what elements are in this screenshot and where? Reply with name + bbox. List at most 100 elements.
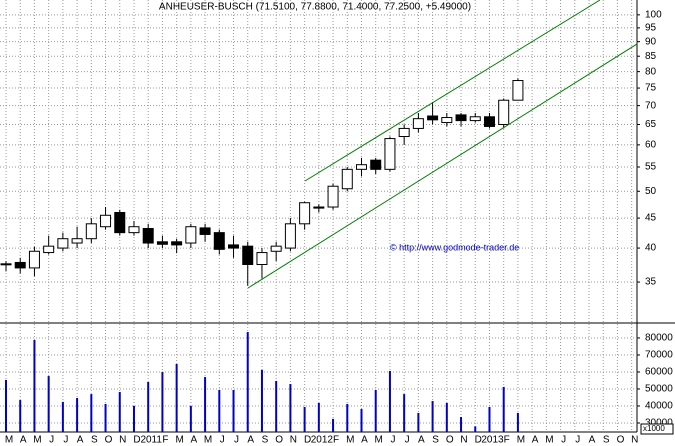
x-tick-label: A [532,435,539,446]
volume-bar [5,379,7,432]
candle-body [228,244,240,249]
candle-body [114,211,126,234]
watermark: © http://www.godmode-trader.de [390,242,519,252]
y-tick-label: 85 [645,51,657,62]
volume-bar [388,370,391,432]
x-tick-label: M [175,435,183,446]
volume-bar [104,403,107,432]
candle-body [469,116,481,122]
x-tick-label: A [77,435,84,446]
candle-body [43,245,55,254]
x-tick-label: J [220,435,225,446]
y-tick-label: 50 [645,186,657,197]
x-tick-label: D [475,435,482,446]
x-tick-label: 2013 [481,435,504,446]
volume-bar [445,402,448,432]
candle-body [299,202,311,225]
x-tick-label: 2011 [140,435,162,446]
candle-body [441,117,453,124]
volume-bar [417,412,420,432]
candle-body [284,223,296,249]
x-tick-label: J [63,435,68,446]
x-tick-label: S [603,435,610,446]
candle-body [14,261,26,269]
x-tick-label: S [432,435,439,446]
x-tick-label: O [105,435,113,446]
channel-line [247,43,638,289]
volume-bar [132,405,135,432]
x-tick-label: O [617,435,625,446]
x-tick-label: J [575,435,580,446]
volume-bar [332,418,335,432]
y-tick-label: 70 [645,100,657,111]
x-tick-label: M [5,435,13,446]
x-tick-label: N [119,435,126,446]
y-tick-label: 55 [645,162,657,173]
x-tick-label: S [262,435,269,446]
x-tick-label: N [460,435,467,446]
volume-bar [175,363,178,432]
y-tick-label: 80000 [645,333,673,344]
candle-body [199,227,211,235]
y-tick-label: 90 [645,36,657,47]
candle-body [483,116,495,127]
volume-bar [360,409,363,432]
x-tick-label: J [234,435,239,446]
candle-body [313,206,325,209]
candle-body [156,241,168,245]
candle-body [57,238,69,249]
candle-body [128,226,140,234]
candle-body [256,252,268,265]
x-tick-label: M [517,435,525,446]
y-tick-label: 60000 [645,367,673,378]
candle-body [142,227,154,244]
x-tick-label: J [390,435,395,446]
x-tick-label: S [91,435,98,446]
x-tick-label: D [304,435,311,446]
candle-body [0,263,12,266]
volume-bar [346,403,349,432]
x-tick-label: N [290,435,297,446]
x-tick-label: M [346,435,354,446]
unit-box [640,423,674,435]
candle-body [327,185,339,208]
volume-bar [460,417,463,432]
volume-bar [474,426,477,432]
unit-label: x1000 [643,424,665,433]
candle-body [370,159,382,170]
volume-bar [76,397,79,432]
x-tick-label: A [191,435,198,446]
volume-bar [317,402,320,432]
candle-body [512,80,524,101]
volume-bar [275,380,278,432]
y-tick-label: 60 [645,140,657,151]
candle-body [412,118,424,129]
candle-body [455,114,467,122]
volume-bar [516,412,519,432]
candle-body [242,245,254,265]
y-tick-label: 30000 [645,418,673,429]
x-tick-label: M [33,435,41,446]
y-tick-label: 75 [645,83,657,94]
candle-body [171,241,183,246]
x-tick-label: M [375,435,383,446]
y-tick-label: 40000 [645,401,673,412]
x-tick-label: J [561,435,566,446]
candle-body [71,238,83,244]
volume-bar [90,394,93,432]
candle-body [384,138,396,170]
chart-title: ANHEUSER-BUSCH (71.5100, 77.8800, 71.400… [159,2,471,13]
volume-bar [431,401,434,432]
x-tick-label: A [361,435,368,446]
volume-bar [47,376,50,432]
x-tick-label: F [162,435,168,446]
x-tick-label: D [133,435,140,446]
x-tick-label: M [204,435,212,446]
x-tick-label: A [20,435,27,446]
candle-body [270,245,282,252]
x-tick-label: O [446,435,454,446]
volume-bar [204,377,207,432]
candle-body [85,223,97,240]
volume-bar [161,371,164,432]
